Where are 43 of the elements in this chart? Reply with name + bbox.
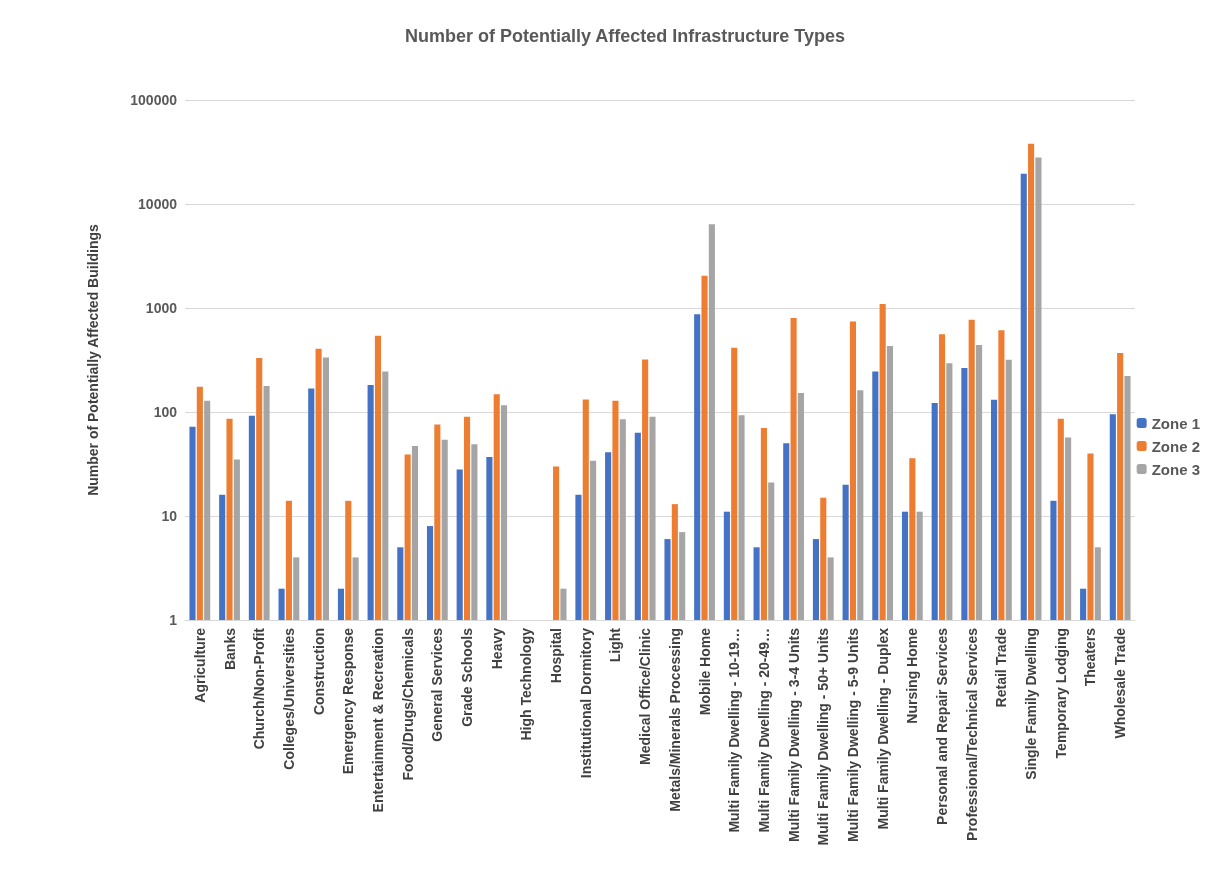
x-tick-label: Light <box>607 627 624 663</box>
x-tick-label: Wholesale Trade <box>1112 627 1129 739</box>
x-tick-label: Multi Family Dwelling - 50+ Units <box>815 627 832 846</box>
legend-label: Zone 1 <box>1151 414 1200 432</box>
x-tick-label: High Technology <box>518 627 535 741</box>
x-tick-label: Entertainment & Recreation <box>369 628 386 813</box>
x-tick-label: Temporary Lodging <box>1052 628 1069 759</box>
x-tick-label: Heavy <box>488 627 505 670</box>
x-tick-label: Personal and Repair Services <box>934 627 951 825</box>
x-tick-label: Metals/Minerals Processing <box>666 628 683 812</box>
x-tick-label: Theaters <box>1082 627 1099 687</box>
x-tick-label: Nursing Home <box>904 627 921 724</box>
x-tick-label: Professional/Technical Services <box>963 627 980 841</box>
legend-label: Zone 2 <box>1151 437 1200 455</box>
x-tick-label: Colleges/Universities <box>280 627 297 770</box>
x-tick-label: Multi Family Dwelling - Duplex <box>874 627 891 830</box>
x-tick-label: Food/Drugs/Chemicals <box>399 627 416 781</box>
x-tick-label: General Services <box>429 627 446 742</box>
x-tick-label: Multi Family Dwelling - 10-19… <box>726 628 743 833</box>
x-tick-label: Multi Family Dwelling - 5-9 Units <box>844 627 861 842</box>
y-tick-label: 10 <box>161 508 178 524</box>
y-tick-label: 10000 <box>138 196 178 212</box>
x-tick-label: Emergency Response <box>340 627 357 775</box>
x-tick-label: Church/Non-Profit <box>251 627 268 750</box>
y-tick-label: 1000 <box>145 300 178 316</box>
x-tick-label: Agriculture <box>191 627 208 703</box>
x-tick-label: Mobile Home <box>696 627 713 716</box>
x-tick-label: Hospital <box>548 628 565 684</box>
x-tick-label: Retail Trade <box>993 627 1010 708</box>
y-tick-label: 100000 <box>130 92 178 108</box>
x-tick-label: Multi Family Dwelling - 20-49… <box>755 628 772 833</box>
x-tick-label: Single Family Dwelling <box>1023 628 1040 780</box>
x-tick-label: Grade Schools <box>459 627 476 727</box>
y-axis-title: Number of Potentially Affected Buildings <box>85 223 101 496</box>
y-tick-label: 1 <box>169 612 178 628</box>
chart-title: Number of Potentially Affected Infrastructure Types <box>404 26 846 46</box>
x-tick-label: Multi Family Dwelling - 3-4 Units <box>785 627 802 842</box>
x-tick-label: Construction <box>310 628 327 716</box>
x-tick-label: Banks <box>221 627 238 671</box>
legend-label: Zone 3 <box>1151 460 1200 478</box>
y-tick-label: 100 <box>153 404 178 420</box>
x-tick-label: Medical Office/Clinic <box>637 627 654 765</box>
x-tick-label: Institutional Dormitory <box>577 627 594 779</box>
